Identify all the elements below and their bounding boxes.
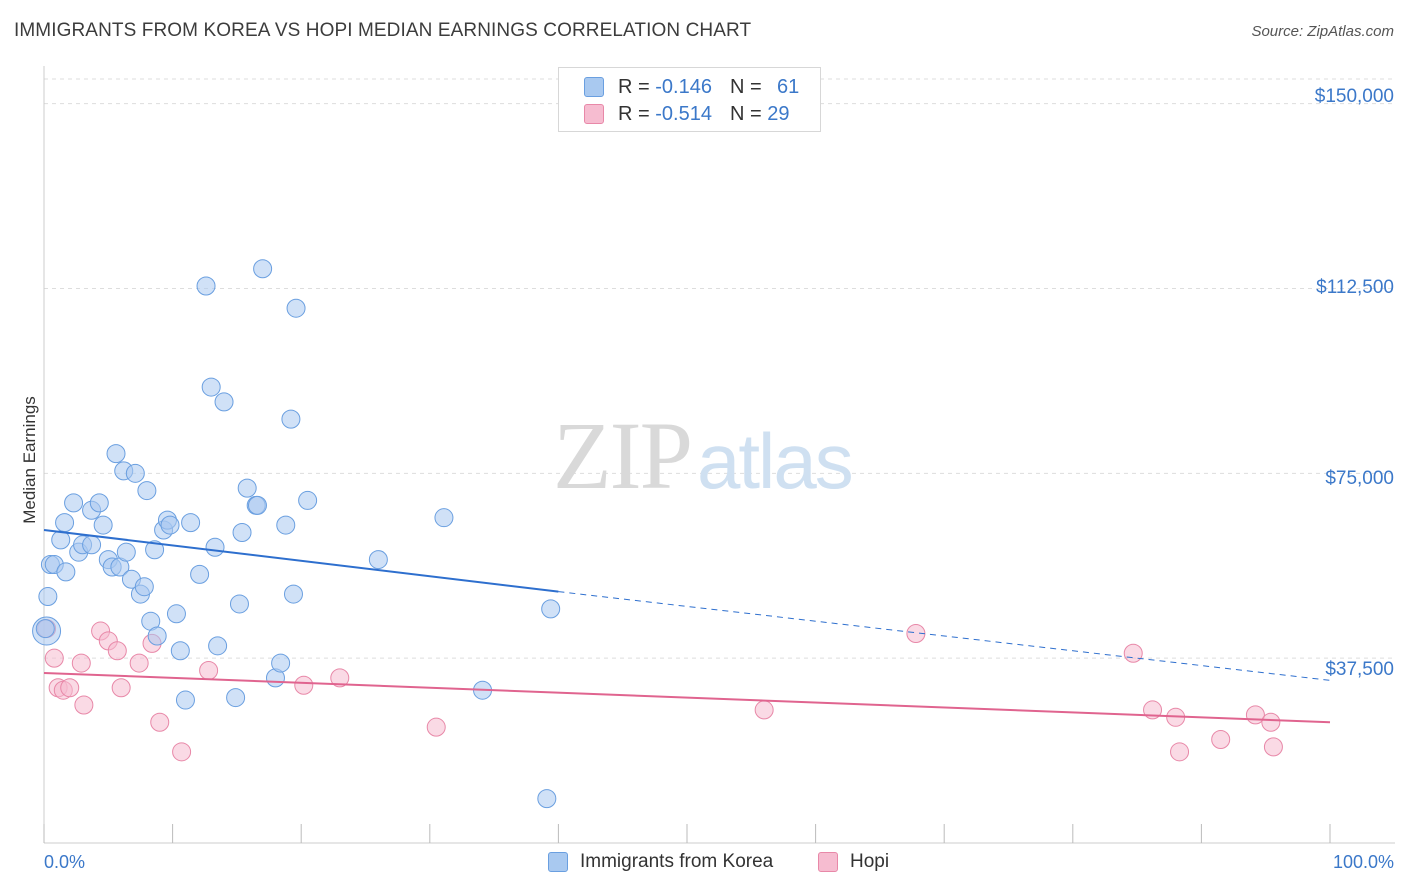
bottom-legend-korea: Immigrants from Korea: [548, 851, 773, 873]
legend-row-korea: R = -0.146 N = 61: [584, 75, 799, 99]
korea-point: [298, 490, 318, 510]
legend-r-value: -0.146: [655, 75, 712, 98]
legend-swatch-korea: [584, 77, 604, 97]
y-tick-label: $150,000: [1314, 86, 1394, 107]
bottom-legend-hopi: Hopi: [818, 851, 889, 873]
hopi-point: [44, 648, 64, 668]
korea-point: [232, 522, 252, 542]
korea-point: [281, 409, 301, 429]
legend-n-label: N =: [729, 102, 762, 125]
legend-n-value: 61: [776, 75, 800, 98]
korea-point: [106, 444, 126, 464]
hopi-point: [107, 641, 127, 661]
bottom-legend-label-hopi: Hopi: [850, 851, 890, 872]
korea-point: [276, 515, 296, 535]
korea-point: [89, 493, 109, 513]
korea-point: [201, 377, 221, 397]
korea-point: [38, 587, 58, 607]
korea-point: [541, 599, 561, 619]
korea-point: [283, 584, 303, 604]
legend-r-label: R =: [618, 102, 650, 125]
hopi-point: [1123, 643, 1143, 663]
korea-point: [247, 495, 267, 515]
legend-swatch-hopi: [584, 104, 604, 124]
korea-point: [116, 542, 136, 562]
korea-point: [64, 493, 84, 513]
korea-point: [170, 641, 190, 661]
hopi-point: [71, 653, 91, 673]
korea-point: [160, 515, 180, 535]
korea-point: [93, 515, 113, 535]
korea-point: [271, 653, 291, 673]
y-tick-label: $37,500: [1325, 659, 1394, 680]
bottom-legend-label-korea: Immigrants from Korea: [580, 851, 774, 872]
legend-n-label: N =: [729, 75, 762, 98]
korea-point: [286, 298, 306, 318]
hopi-point: [60, 678, 80, 698]
bottom-legend-swatch-hopi: [818, 852, 838, 872]
korea-point: [175, 690, 195, 710]
korea-point: [208, 636, 228, 656]
y-tick-label: $75,000: [1325, 468, 1394, 489]
legend-r-value: -0.514: [655, 102, 712, 125]
x-tick-label-max: 100.0%: [1332, 852, 1394, 872]
x-tick-label-min: 0.0%: [44, 852, 86, 872]
legend-row-hopi: R = -0.514 N = 29: [584, 102, 789, 126]
korea-point: [237, 478, 257, 498]
korea-trend-line: [43, 529, 559, 593]
korea-point: [134, 577, 154, 597]
korea-point: [229, 594, 249, 614]
korea-point: [147, 626, 167, 646]
hopi-point: [74, 695, 94, 715]
korea-point: [166, 604, 186, 624]
korea-point: [214, 392, 234, 412]
hopi-point: [1263, 737, 1283, 757]
korea-point: [82, 535, 102, 555]
hopi-point: [1211, 729, 1231, 749]
y-axis-label: Median Earnings: [20, 396, 39, 524]
legend-n-value: 29: [767, 102, 790, 125]
hopi-point: [150, 712, 170, 732]
hopi-point: [172, 742, 192, 762]
korea-point: [368, 550, 388, 570]
hopi-point: [754, 700, 774, 720]
hopi-point: [1261, 712, 1281, 732]
hopi-point: [426, 717, 446, 737]
watermark: ZIPatlas: [553, 402, 854, 509]
y-tick-label: $112,500: [1316, 277, 1394, 298]
korea-point: [125, 463, 145, 483]
korea-point: [205, 537, 225, 557]
korea-point: [434, 508, 454, 528]
bottom-legend-swatch-korea: [548, 852, 568, 872]
hopi-point: [294, 675, 314, 695]
hopi-trend-line: [43, 671, 1331, 724]
korea-point: [137, 481, 157, 501]
hopi-point: [111, 678, 131, 698]
korea-point: [145, 540, 165, 560]
korea-point: [253, 259, 273, 279]
chart-title: IMMIGRANTS FROM KOREA VS HOPI MEDIAN EAR…: [14, 20, 752, 41]
hopi-point: [199, 660, 219, 680]
korea-trend-line-extension: [558, 591, 1331, 681]
korea-point: [55, 513, 75, 533]
korea-point: [35, 619, 55, 639]
korea-point: [56, 562, 76, 582]
hopi-point: [1170, 742, 1190, 762]
correlation-legend: R = -0.146 N = 61 R = -0.514 N = 29: [558, 67, 821, 132]
korea-point: [196, 276, 216, 296]
hopi-point: [330, 668, 350, 688]
korea-point: [190, 564, 210, 584]
korea-point: [226, 688, 246, 708]
korea-point: [537, 789, 557, 809]
source-credit: Source: ZipAtlas.com: [1251, 23, 1394, 40]
legend-r-label: R =: [618, 75, 650, 98]
hopi-point: [129, 653, 149, 673]
korea-point: [181, 513, 201, 533]
